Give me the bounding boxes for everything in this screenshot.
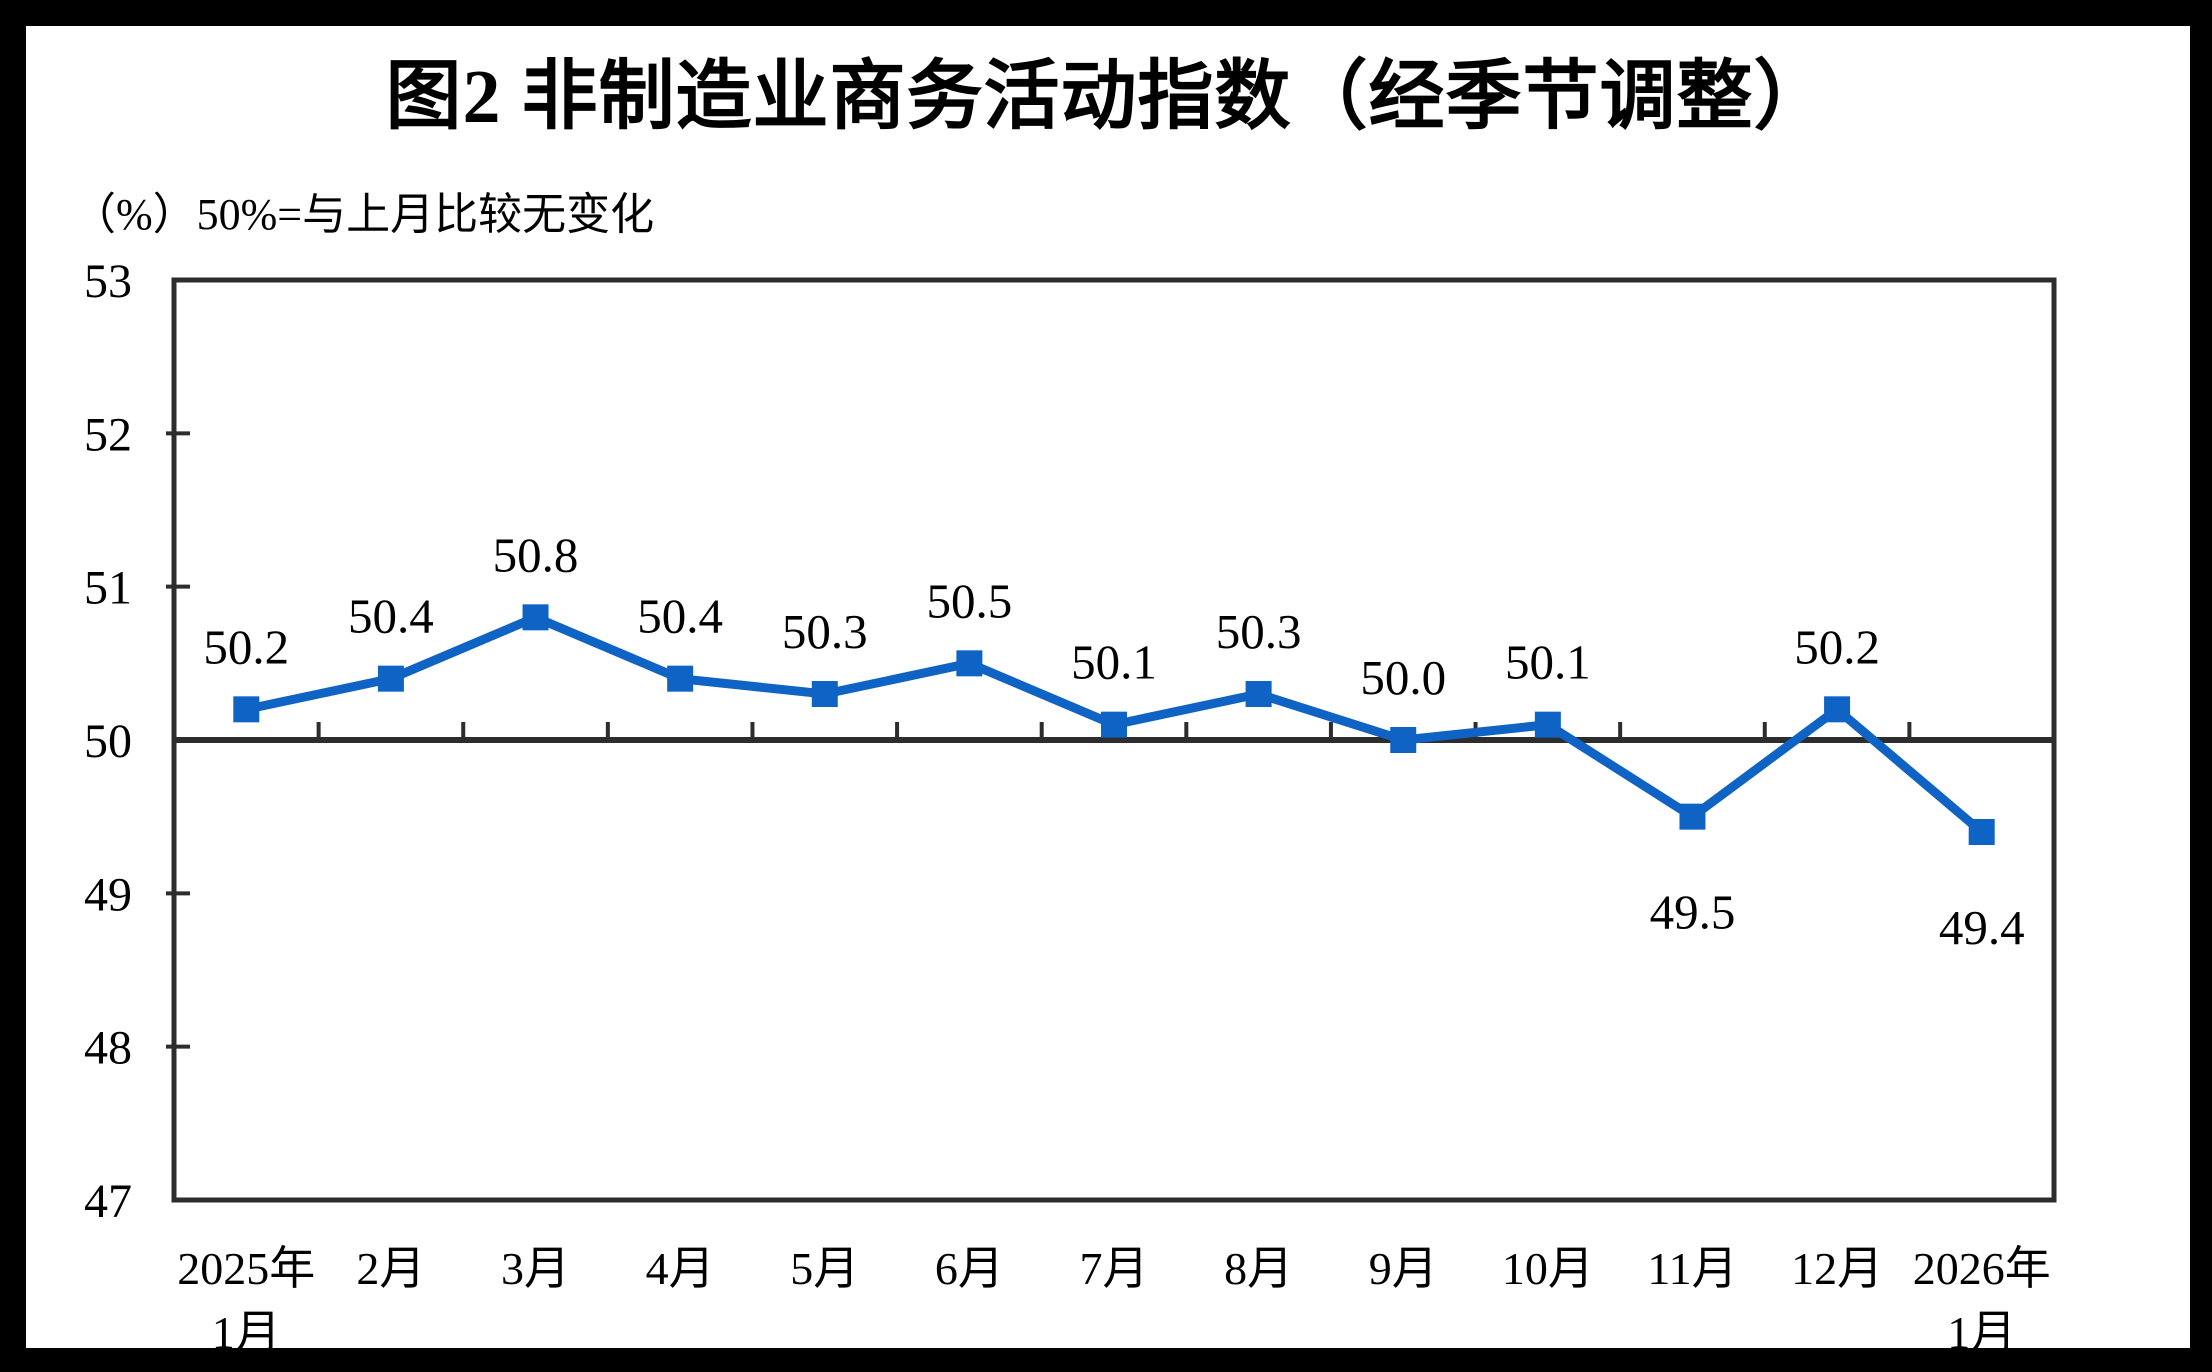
data-point-marker (1968, 819, 1995, 845)
y-axis-tick-label: 50 (84, 715, 132, 768)
data-point-marker (1245, 681, 1272, 707)
x-axis-label: 9月 (1369, 1243, 1438, 1294)
data-point-label: 50.5 (927, 573, 1013, 628)
y-axis-tick-label: 47 (84, 1175, 132, 1228)
x-axis-label: 10月 (1502, 1243, 1594, 1294)
data-point-label: 50.3 (1216, 604, 1302, 659)
data-point-marker (522, 604, 549, 631)
x-axis-label: 5月 (790, 1243, 859, 1294)
data-point-marker (1390, 727, 1417, 753)
data-point-marker (1534, 711, 1561, 738)
x-axis-label: 11月 (1647, 1243, 1737, 1294)
y-axis-tick-label: 49 (84, 868, 132, 921)
y-axis-tick-label: 52 (84, 408, 132, 461)
data-point-marker (1679, 803, 1706, 830)
data-point-marker (956, 650, 983, 677)
y-axis-tick-label: 51 (84, 562, 132, 615)
axis-unit-note: （%）50%=与上月比较无变化 (72, 190, 655, 239)
x-axis-label: 1月 (1947, 1307, 2016, 1358)
chart-title: 图2 非制造业商务活动指数（经季节调整） (385, 55, 1831, 139)
line-chart-plot: 47 48 49 50 51 52 53 50.2 50.4 50.8 50.4 50.3 50.5 50… (84, 255, 2057, 1358)
data-point-label: 49.4 (1939, 900, 2025, 955)
data-point-marker (377, 665, 404, 692)
x-axis-label: 1月 (212, 1307, 281, 1358)
data-point-marker (233, 696, 260, 723)
data-point-label: 50.2 (1794, 619, 1880, 674)
data-point-marker (667, 665, 694, 692)
data-point-label: 50.4 (348, 589, 434, 644)
chart-canvas: 图2 非制造业商务活动指数（经季节调整） （%）50%=与上月比较无变化 47 4… (26, 26, 2190, 1358)
x-axis-label: 2月 (356, 1243, 425, 1294)
data-point-label: 50.1 (1505, 635, 1591, 690)
x-axis-label: 12月 (1791, 1243, 1883, 1294)
x-axis-label: 8月 (1224, 1243, 1293, 1294)
data-point-label: 50.3 (782, 604, 868, 659)
data-point-label: 50.1 (1071, 635, 1157, 690)
y-axis-tick-label: 53 (84, 255, 132, 308)
x-axis-label: 6月 (935, 1243, 1004, 1294)
data-point-label: 50.8 (493, 527, 579, 582)
data-point-marker (1101, 711, 1127, 738)
y-axis-tick-label: 48 (84, 1022, 132, 1075)
data-point-label: 50.0 (1360, 650, 1446, 705)
data-point-marker (1824, 696, 1851, 723)
x-axis-label: 4月 (646, 1243, 715, 1294)
x-axis-label: 3月 (501, 1243, 570, 1294)
x-axis-label: 7月 (1080, 1243, 1149, 1294)
data-point-label: 50.4 (637, 589, 723, 644)
data-point-marker (811, 681, 838, 707)
data-point-label: 49.5 (1650, 885, 1736, 940)
x-axis-label: 2026年 (1913, 1243, 2051, 1294)
x-axis-label: 2025年 (177, 1243, 315, 1294)
data-point-label: 50.2 (203, 619, 289, 674)
